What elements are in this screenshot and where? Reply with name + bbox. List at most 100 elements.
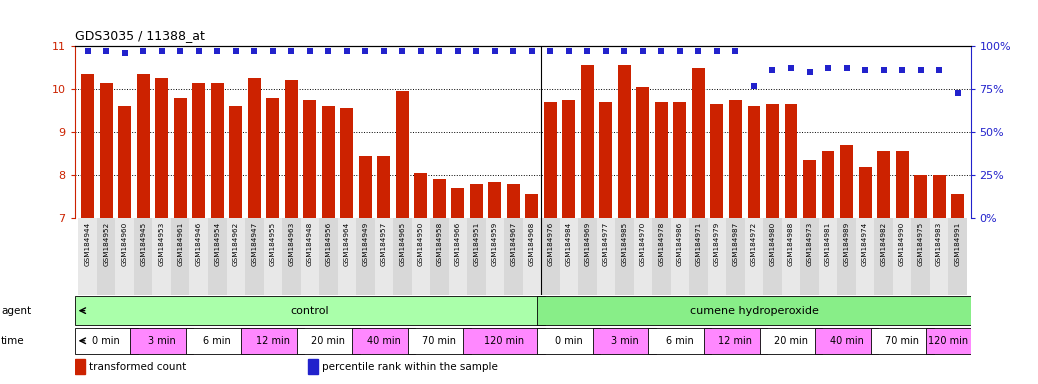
Bar xyxy=(932,175,946,218)
Point xyxy=(135,48,152,54)
Bar xyxy=(727,218,744,295)
Bar xyxy=(689,218,708,295)
Point xyxy=(79,48,95,54)
Bar xyxy=(649,328,711,354)
Text: GSM184990: GSM184990 xyxy=(899,222,905,266)
Text: GSM184959: GSM184959 xyxy=(492,222,498,266)
Bar xyxy=(785,104,797,218)
Point xyxy=(542,48,558,54)
Bar xyxy=(523,218,541,295)
Bar xyxy=(871,328,933,354)
Bar xyxy=(301,218,319,295)
Point xyxy=(950,89,966,96)
Bar xyxy=(877,151,890,218)
Bar xyxy=(489,182,501,218)
Text: time: time xyxy=(1,336,25,346)
Text: GSM184968: GSM184968 xyxy=(529,222,535,266)
Bar xyxy=(538,328,600,354)
Bar xyxy=(858,167,872,218)
Bar xyxy=(538,296,971,325)
Text: 120 min: 120 min xyxy=(484,336,524,346)
Bar xyxy=(297,328,360,354)
Text: 40 min: 40 min xyxy=(366,336,401,346)
Bar xyxy=(559,218,578,295)
Point xyxy=(116,50,133,56)
Bar xyxy=(914,175,927,218)
Bar xyxy=(75,296,545,325)
Bar xyxy=(211,83,224,218)
Bar xyxy=(322,106,335,218)
Text: 70 min: 70 min xyxy=(885,336,919,346)
Bar xyxy=(467,218,486,295)
Bar xyxy=(378,156,390,218)
Text: GSM184980: GSM184980 xyxy=(769,222,775,266)
Text: GSM184988: GSM184988 xyxy=(788,222,794,266)
Text: 0 min: 0 min xyxy=(92,336,120,346)
Bar xyxy=(375,218,393,295)
Point xyxy=(487,48,503,54)
Text: control: control xyxy=(291,306,329,316)
Text: percentile rank within the sample: percentile rank within the sample xyxy=(322,362,498,372)
Bar xyxy=(130,328,193,354)
Point xyxy=(227,48,244,54)
Text: GSM184978: GSM184978 xyxy=(658,222,664,266)
Bar xyxy=(115,218,134,295)
Text: GSM184969: GSM184969 xyxy=(584,222,591,266)
Bar xyxy=(838,218,855,295)
Point xyxy=(376,48,392,54)
Bar xyxy=(747,106,761,218)
Point xyxy=(320,48,336,54)
Bar xyxy=(599,102,612,218)
Bar xyxy=(949,218,966,295)
Point xyxy=(728,48,744,54)
Text: GSM184972: GSM184972 xyxy=(750,222,757,266)
Bar xyxy=(633,218,652,295)
Bar xyxy=(190,218,208,295)
Text: GSM184958: GSM184958 xyxy=(436,222,442,266)
Text: 3 min: 3 min xyxy=(147,336,175,346)
Text: GSM184963: GSM184963 xyxy=(289,222,295,266)
Bar xyxy=(766,104,778,218)
Bar xyxy=(578,218,597,295)
Text: 12 min: 12 min xyxy=(718,336,753,346)
Text: GSM184954: GSM184954 xyxy=(214,222,220,266)
Bar xyxy=(284,81,298,218)
Bar xyxy=(186,328,249,354)
Bar xyxy=(229,106,242,218)
Bar xyxy=(282,218,301,295)
Bar xyxy=(729,100,742,218)
Bar xyxy=(319,218,337,295)
Bar xyxy=(671,218,689,295)
Text: agent: agent xyxy=(1,306,31,316)
Bar xyxy=(171,218,190,295)
Point xyxy=(449,48,466,54)
Bar xyxy=(156,78,168,218)
Text: GSM184951: GSM184951 xyxy=(473,222,480,266)
Point xyxy=(783,65,799,71)
Bar xyxy=(652,218,671,295)
Text: 6 min: 6 min xyxy=(666,336,693,346)
Text: transformed count: transformed count xyxy=(89,362,186,372)
Bar xyxy=(75,328,138,354)
Bar xyxy=(803,160,816,218)
Bar xyxy=(926,328,971,354)
Text: GSM184977: GSM184977 xyxy=(603,222,609,266)
Point xyxy=(154,48,170,54)
Bar xyxy=(75,359,85,374)
Point xyxy=(265,48,281,54)
Text: GSM184973: GSM184973 xyxy=(807,222,813,266)
Point xyxy=(912,67,929,73)
Bar xyxy=(470,184,483,218)
Text: GSM184955: GSM184955 xyxy=(270,222,276,266)
Text: GSM184982: GSM184982 xyxy=(880,222,886,266)
Point xyxy=(931,67,948,73)
Bar xyxy=(819,218,838,295)
Bar xyxy=(356,218,375,295)
Text: 120 min: 120 min xyxy=(928,336,968,346)
Text: cumene hydroperoxide: cumene hydroperoxide xyxy=(689,306,818,316)
Text: GSM184957: GSM184957 xyxy=(381,222,387,266)
Text: GSM184949: GSM184949 xyxy=(362,222,368,266)
Text: GSM184953: GSM184953 xyxy=(159,222,165,266)
Bar xyxy=(81,74,94,218)
Bar xyxy=(153,218,171,295)
